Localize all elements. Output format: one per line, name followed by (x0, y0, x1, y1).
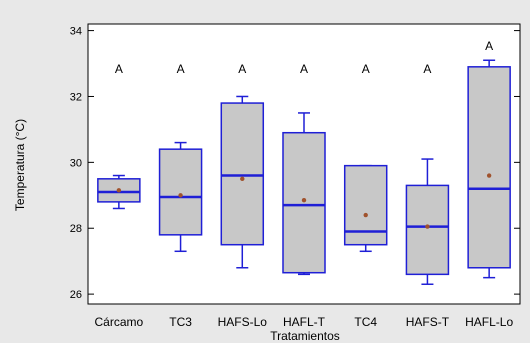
mean-marker (301, 198, 307, 203)
mean-marker (178, 193, 183, 198)
y-tick-label: 26 (70, 289, 82, 301)
group-letter: A (362, 62, 370, 76)
iqr-box (282, 131, 326, 274)
box-hafs-t: A (405, 62, 450, 285)
y-axis-label: Temperatura (°C) (13, 119, 27, 211)
group-letter: A (177, 62, 185, 76)
box-hafs-lo: A (220, 62, 265, 269)
group-letter: A (115, 62, 123, 76)
iqr-box (405, 184, 450, 276)
x-tick-label: TC4 (354, 315, 377, 329)
x-tick-label: HAFS-Lo (218, 315, 268, 329)
x-axis-label: Tratamientos (270, 329, 340, 343)
y-tick-label: 32 (70, 91, 82, 103)
mean-marker (363, 212, 368, 218)
iqr-box (158, 148, 203, 236)
mean-marker (116, 188, 122, 193)
y-tick-label: 30 (70, 157, 82, 169)
y-tick-label: 34 (70, 26, 82, 38)
group-letter: A (300, 62, 308, 76)
boxes-layer: A A A A A A A (97, 39, 511, 285)
x-tick-label: HAFS-T (406, 315, 450, 329)
box-tc3: A (158, 62, 203, 253)
iqr-box (220, 102, 265, 246)
axis-layer: 26 28 30 32 34 Cárcamo TC3 HAFS-Lo HAFL-T TC4 HAFS… (70, 26, 520, 329)
box-hafl-lo: A (467, 39, 511, 279)
x-tick-label: HAFL-T (283, 315, 326, 329)
x-tick-label: TC3 (169, 315, 192, 329)
x-tick-label: HAFL-Lo (465, 315, 513, 329)
iqr-box (467, 66, 511, 269)
box-hafl-t: A (282, 62, 326, 276)
x-tick-label: Cárcamo (95, 315, 144, 329)
box-c-rcamo: A (97, 62, 141, 210)
group-letter: A (485, 39, 493, 53)
group-letter: A (423, 62, 431, 76)
group-letter: A (238, 62, 246, 76)
mean-marker (240, 176, 245, 182)
mean-marker (486, 173, 492, 178)
iqr-box (343, 164, 388, 246)
mean-marker (425, 224, 430, 229)
box-tc4: A (343, 62, 388, 253)
y-tick-label: 28 (70, 223, 82, 235)
